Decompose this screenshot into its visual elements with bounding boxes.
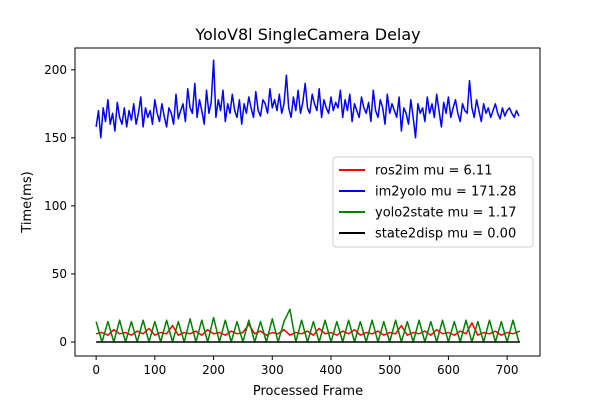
y-axis: 0 50 100 150 200 bbox=[44, 63, 75, 349]
x-tick-label: 600 bbox=[437, 363, 460, 377]
y-axis-label: Time(ms) bbox=[20, 171, 35, 233]
x-axis-label: Processed Frame bbox=[253, 384, 363, 399]
x-tick-label: 300 bbox=[261, 363, 284, 377]
x-tick-label: 100 bbox=[143, 363, 166, 377]
x-tick-label: 700 bbox=[496, 363, 519, 377]
x-tick-label: 0 bbox=[92, 363, 100, 377]
legend-label-4: state2disp mu = 0.00 bbox=[375, 227, 516, 242]
x-axis: 0 100 200 300 400 500 600 700 bbox=[92, 356, 519, 377]
series-line-3 bbox=[95, 308, 520, 343]
y-tick-label: 150 bbox=[44, 131, 67, 145]
legend-box bbox=[332, 156, 534, 248]
x-tick-label: 500 bbox=[378, 363, 401, 377]
x-tick-label: 400 bbox=[320, 363, 343, 377]
legend-label-2: im2yolo mu = 171.28 bbox=[375, 185, 516, 200]
plot-frame bbox=[74, 47, 541, 357]
chart-title: YoloV8l SingleCamera Delay bbox=[194, 25, 420, 44]
y-tick-label: 200 bbox=[44, 63, 67, 77]
legend-label-3: yolo2state mu = 1.17 bbox=[375, 206, 517, 221]
y-tick-label: 0 bbox=[59, 335, 67, 349]
plot-area bbox=[95, 59, 521, 343]
y-tick-label: 50 bbox=[52, 267, 67, 281]
legend-label-1: ros2im mu = 6.11 bbox=[375, 164, 492, 179]
y-tick-label: 100 bbox=[44, 199, 67, 213]
x-tick-label: 200 bbox=[202, 363, 225, 377]
series-line-2 bbox=[95, 59, 520, 139]
legend: ros2im mu = 6.11 im2yolo mu = 171.28 yolo2… bbox=[332, 156, 534, 248]
series-line-1 bbox=[95, 322, 521, 336]
